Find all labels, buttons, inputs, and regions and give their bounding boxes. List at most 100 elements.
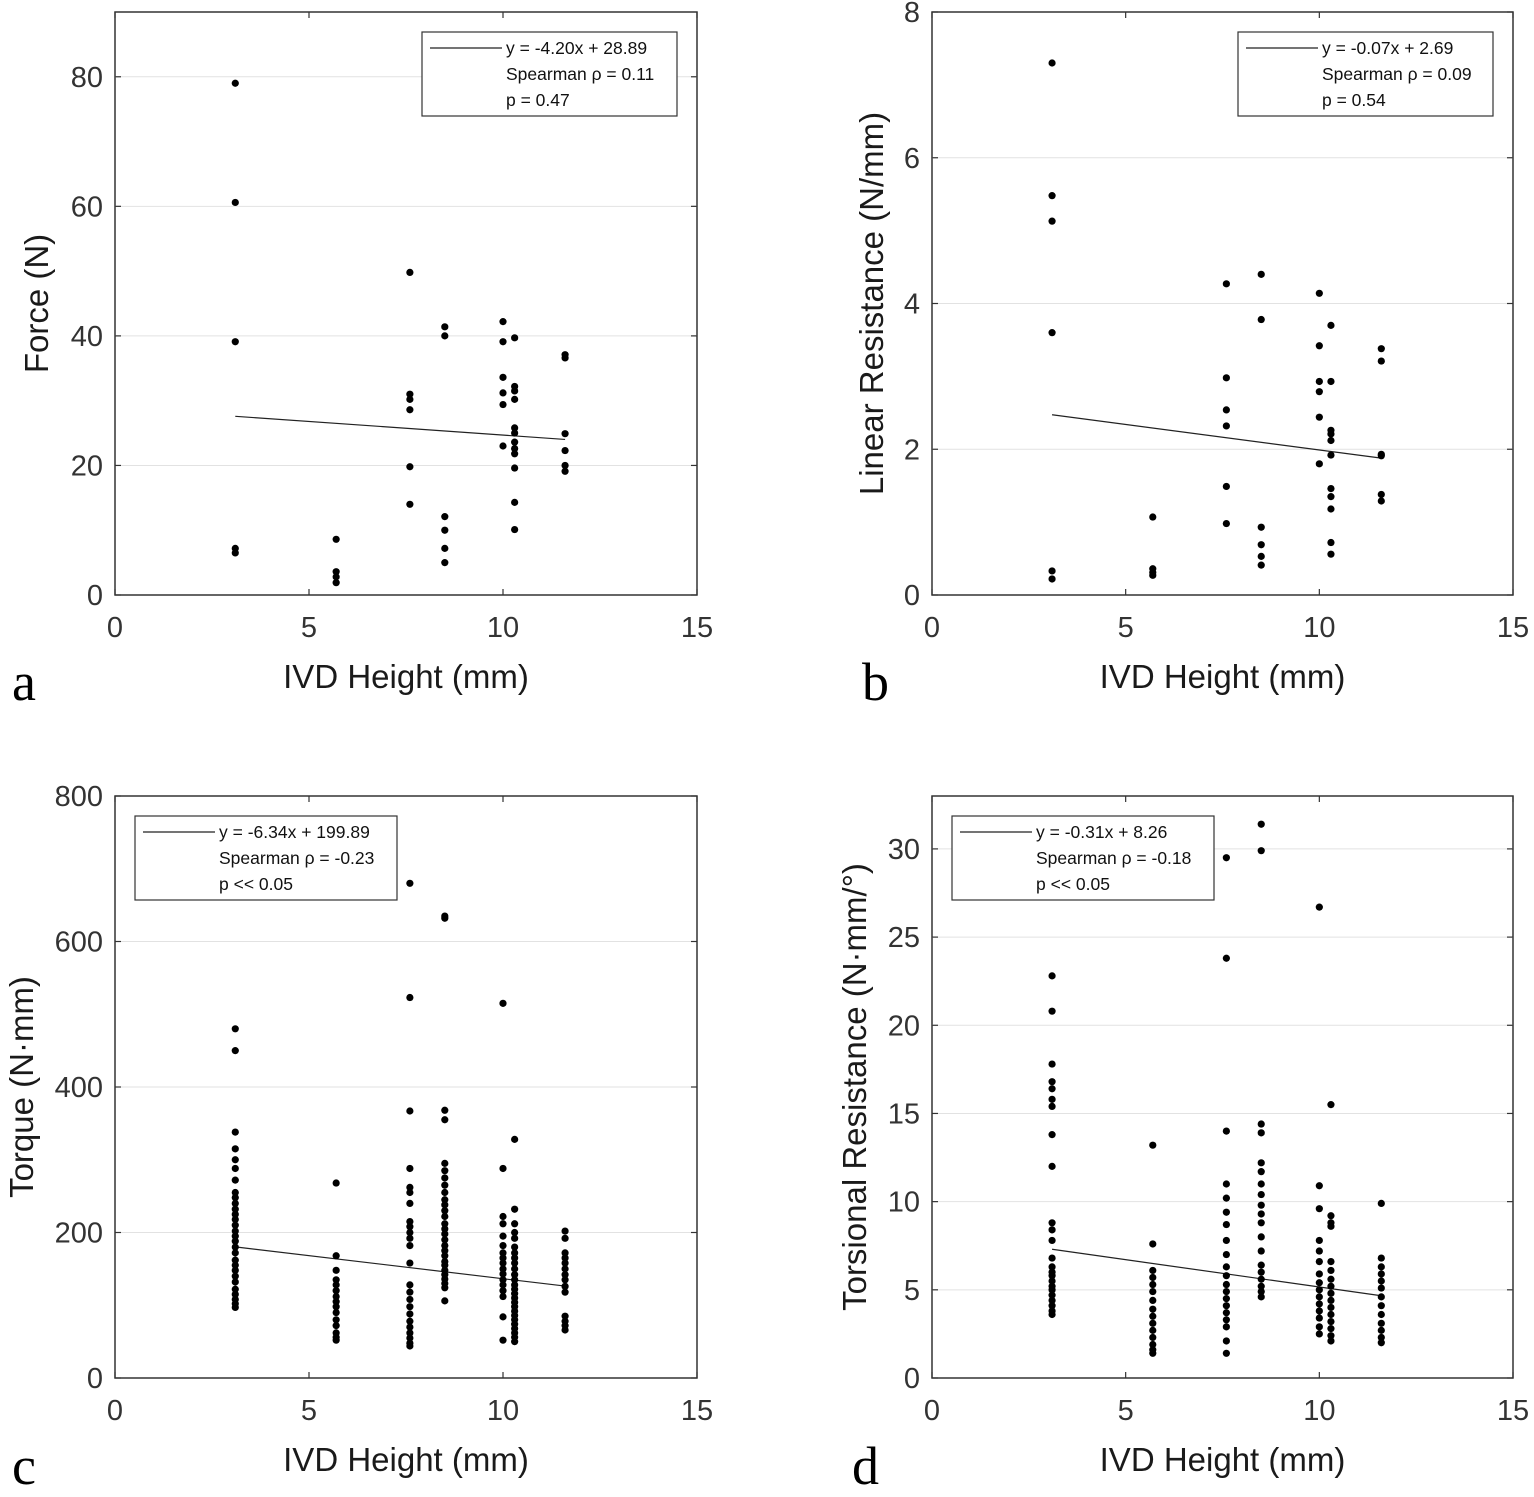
data-point xyxy=(231,1193,239,1202)
data-point xyxy=(1222,519,1230,528)
data-point xyxy=(231,1188,239,1197)
legend: y = -6.34x + 199.89 Spearman ρ = -0.23 p <… xyxy=(134,815,398,901)
data-point xyxy=(1377,1277,1385,1285)
data-point xyxy=(511,395,519,403)
data-point xyxy=(499,373,507,381)
data-point xyxy=(441,1297,449,1305)
data-point xyxy=(499,1241,507,1250)
data-point xyxy=(499,442,507,450)
x-axis-label: IVD Height (mm) xyxy=(283,658,529,695)
x-tick-label: 10 xyxy=(1303,1395,1335,1427)
data-point xyxy=(1377,1263,1385,1271)
data-point xyxy=(1327,1266,1335,1275)
data-point xyxy=(1222,1250,1230,1259)
data-point xyxy=(441,544,449,552)
y-tick-label: 10 xyxy=(888,1187,920,1219)
data-point xyxy=(441,332,449,340)
data-point xyxy=(231,1261,239,1269)
data-point xyxy=(441,559,449,567)
data-point xyxy=(1048,1007,1056,1015)
data-point xyxy=(1327,550,1335,558)
x-tick-label: 5 xyxy=(301,612,317,644)
x-tick-label: 10 xyxy=(1303,612,1335,644)
data-point xyxy=(561,1288,569,1296)
y-tick-label: 40 xyxy=(71,321,103,353)
data-point xyxy=(511,498,519,506)
data-point xyxy=(406,1281,414,1289)
data-point xyxy=(1048,329,1056,337)
x-tick-label: 15 xyxy=(681,1395,713,1427)
data-point xyxy=(406,1295,414,1304)
legend-line2: Spearman ρ = 0.09 xyxy=(1322,64,1472,84)
data-point xyxy=(1048,1296,1056,1304)
y-tick-label: 600 xyxy=(55,927,103,959)
data-point xyxy=(1222,1287,1230,1296)
data-point xyxy=(1222,1236,1230,1245)
data-point xyxy=(499,1336,507,1344)
data-point xyxy=(332,535,340,543)
data-point xyxy=(1222,1316,1230,1324)
data-point xyxy=(1377,497,1385,505)
data-point xyxy=(1048,1078,1056,1086)
data-point xyxy=(332,1298,340,1306)
data-point xyxy=(406,1310,414,1318)
data-point xyxy=(511,1234,519,1242)
y-tick-label: 60 xyxy=(71,191,103,223)
data-point xyxy=(1222,1208,1230,1216)
data-point xyxy=(1257,1168,1265,1176)
data-point xyxy=(511,1276,519,1284)
data-point xyxy=(1149,1280,1157,1289)
data-point xyxy=(441,914,449,922)
data-point xyxy=(1222,1263,1230,1271)
data-point xyxy=(1315,1270,1323,1278)
data-point xyxy=(1257,847,1265,855)
data-point xyxy=(1222,1127,1230,1135)
x-tick-label: 10 xyxy=(487,612,519,644)
data-point xyxy=(406,1164,414,1173)
data-point xyxy=(441,1207,449,1215)
data-point xyxy=(1257,1159,1265,1167)
data-point xyxy=(1149,1305,1157,1313)
data-point xyxy=(406,1317,414,1325)
data-point xyxy=(406,395,414,403)
data-point xyxy=(561,446,569,455)
data-point xyxy=(511,1265,519,1273)
data-point xyxy=(499,1313,507,1321)
y-axis-label: Linear Resistance (N/mm) xyxy=(853,112,890,495)
data-point xyxy=(406,390,414,398)
data-point xyxy=(1048,1095,1056,1103)
data-point xyxy=(231,1272,239,1280)
data-point xyxy=(406,1199,414,1207)
legend-line3: p << 0.05 xyxy=(219,874,293,894)
data-point xyxy=(406,993,414,1002)
data-point xyxy=(499,389,507,397)
data-point xyxy=(499,338,507,346)
data-point xyxy=(561,1249,569,1257)
data-point xyxy=(231,1232,239,1240)
y-tick-label: 0 xyxy=(87,580,103,612)
data-point xyxy=(1149,1287,1157,1296)
legend-line1: y = -0.07x + 2.69 xyxy=(1322,38,1453,58)
data-point xyxy=(406,1217,414,1226)
data-point xyxy=(1222,1220,1230,1229)
panel-c: 0 200 400 600 800 0 5 10 15 IVD Height (mm) Torque… xyxy=(3,781,713,1496)
x-tick-label: 10 xyxy=(487,1395,519,1427)
data-point xyxy=(441,1241,449,1250)
data-point xyxy=(511,1135,519,1143)
x-tick-label: 5 xyxy=(1118,612,1134,644)
y-tick-label: 800 xyxy=(55,781,103,813)
data-point xyxy=(1377,1326,1385,1334)
data-point xyxy=(1315,1236,1323,1245)
data-point xyxy=(441,1106,449,1114)
data-point xyxy=(1327,1222,1335,1230)
y-tick-label: 20 xyxy=(71,450,103,482)
data-point xyxy=(231,1227,239,1235)
data-point xyxy=(1327,1337,1335,1345)
x-tick-label: 0 xyxy=(107,612,123,644)
data-point xyxy=(1315,1314,1323,1322)
data-point xyxy=(1315,1300,1323,1308)
data-point xyxy=(406,1234,414,1242)
data-point xyxy=(231,1025,239,1033)
data-point xyxy=(231,1303,239,1312)
data-point xyxy=(1048,1277,1056,1285)
